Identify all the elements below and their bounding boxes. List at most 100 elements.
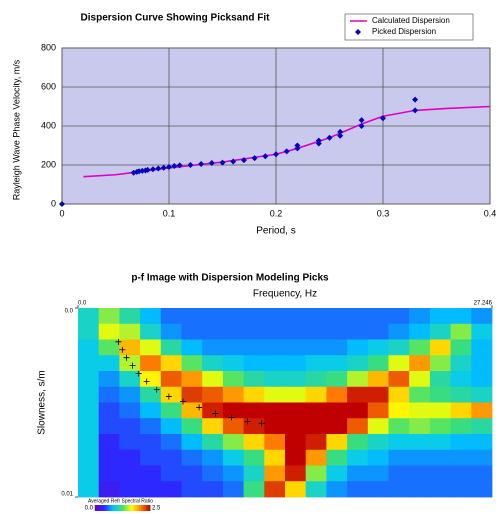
heat-cell (367, 418, 389, 435)
colorbar-swatch (129, 505, 132, 511)
heat-cell (388, 402, 410, 419)
heat-cell (471, 323, 493, 340)
heat-cell (285, 386, 307, 403)
x-tick-label: 0.0 (78, 301, 87, 307)
pick-point (251, 155, 258, 162)
pick-point (412, 96, 419, 103)
heat-cell (285, 371, 307, 388)
heat-cell (285, 465, 307, 482)
heat-cell (78, 434, 100, 451)
heat-cell (243, 339, 265, 356)
heat-cell (243, 402, 265, 419)
colorbar-swatch (142, 505, 145, 511)
heat-cell (450, 481, 472, 498)
heat-cell (388, 449, 410, 466)
heat-cell (305, 323, 327, 340)
pick-point (283, 148, 290, 155)
pick-point (412, 107, 419, 114)
heat-cell (181, 308, 203, 325)
heat-cell (367, 323, 389, 340)
heat-cell (222, 481, 244, 498)
heat-cell (285, 481, 307, 498)
colorbar-swatch (133, 505, 136, 511)
heat-cell (326, 371, 348, 388)
heat-cell (326, 386, 348, 403)
pick-marker (179, 398, 186, 405)
heat-cell (409, 339, 431, 356)
heat-cell (98, 339, 120, 356)
heat-cell (367, 386, 389, 403)
pick-marker (165, 393, 172, 400)
heat-cell (181, 339, 203, 356)
pick-point (240, 157, 247, 164)
heat-cell (119, 308, 141, 325)
colorbar-swatch (107, 505, 110, 511)
heat-cell (347, 339, 369, 356)
pick-marker (119, 346, 126, 353)
heat-cell (388, 434, 410, 451)
heat-cell (285, 355, 307, 372)
heat-cell (471, 481, 493, 498)
heat-cell (450, 355, 472, 372)
pick-marker (129, 362, 136, 369)
heat-cell (243, 449, 265, 466)
legend-label: Calculated Dispersion (372, 16, 450, 25)
heat-cell (409, 355, 431, 372)
heat-cell (305, 481, 327, 498)
heat-cell (367, 355, 389, 372)
heat-cell (347, 308, 369, 325)
heat-cell (202, 418, 224, 435)
heat-cell (222, 386, 244, 403)
pick-point (155, 165, 162, 172)
heat-cell (160, 308, 182, 325)
heat-cell (222, 465, 244, 482)
heat-cell (285, 418, 307, 435)
pick-marker (228, 414, 235, 421)
colorbar-swatch (111, 505, 114, 511)
heat-cell (98, 308, 120, 325)
x-tick-label: 0.4 (484, 208, 497, 218)
heat-cell (429, 434, 451, 451)
heat-cell (243, 386, 265, 403)
heat-cell (305, 308, 327, 325)
heat-cell (98, 323, 120, 340)
heat-cell (429, 355, 451, 372)
heat-cell (160, 355, 182, 372)
heat-cell (264, 339, 286, 356)
heat-cell (140, 308, 162, 325)
heat-cell (285, 449, 307, 466)
heat-cell (429, 481, 451, 498)
heat-cell (471, 386, 493, 403)
pick-point (144, 166, 151, 173)
colorbar-swatch (146, 505, 149, 511)
heat-cell (140, 449, 162, 466)
heat-cell (471, 434, 493, 451)
heat-cell (409, 434, 431, 451)
pick-point (198, 161, 205, 168)
colorbar-swatch (126, 505, 129, 511)
heat-cell (450, 386, 472, 403)
pick-marker (196, 404, 203, 411)
colorbar-swatch (98, 505, 101, 511)
heat-cell (305, 355, 327, 372)
heat-cell (450, 465, 472, 482)
heat-cell (181, 434, 203, 451)
heat-cell (78, 355, 100, 372)
heat-cell (202, 402, 224, 419)
chart-title: p-f Image with Dispersion Modeling Picks (131, 273, 329, 284)
heat-cell (78, 418, 100, 435)
heat-cell (160, 339, 182, 356)
heat-cell (305, 434, 327, 451)
heat-cell (243, 355, 265, 372)
pick-point (160, 164, 167, 171)
colorbar-swatch (102, 505, 105, 511)
heat-cell (140, 465, 162, 482)
heat-cell (347, 465, 369, 482)
pick-point (273, 151, 279, 158)
heat-cell (222, 323, 244, 340)
heat-cell (202, 339, 224, 356)
heat-cell (264, 418, 286, 435)
heat-cell (140, 323, 162, 340)
heat-cell (78, 323, 100, 340)
